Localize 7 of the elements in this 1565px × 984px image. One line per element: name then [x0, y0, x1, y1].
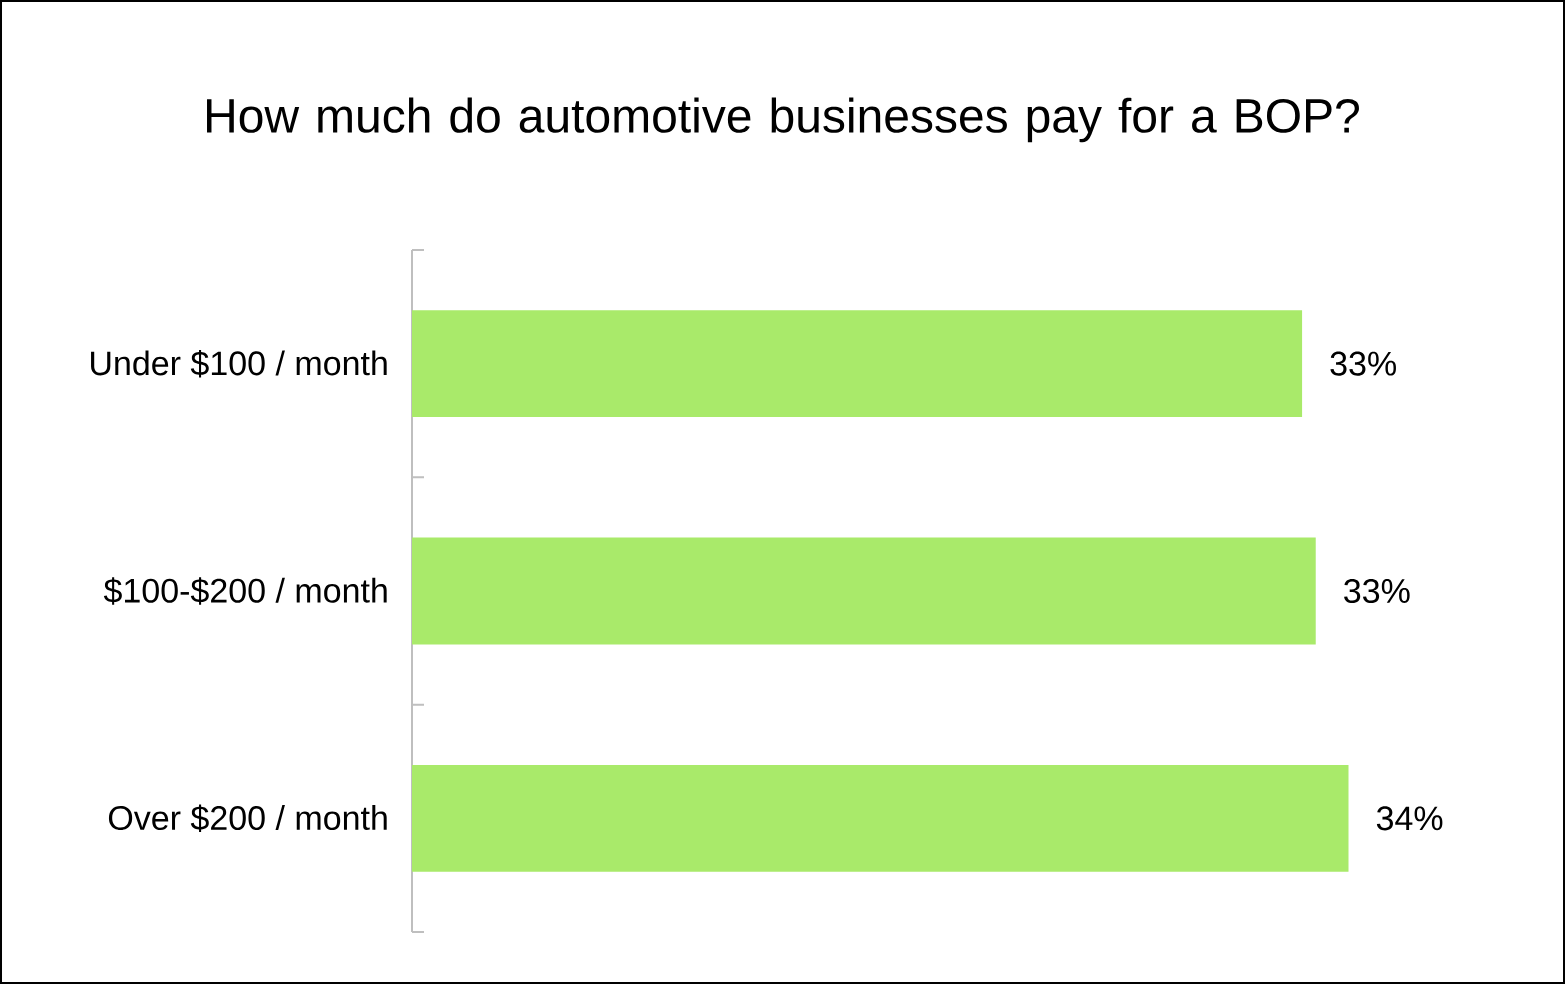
y-tick-label: Under $100 / month: [91, 349, 387, 378]
data-label: 34%: [1376, 806, 1443, 831]
data-label: 33%: [1344, 578, 1410, 604]
chart-title: How much do automotive businesses pay for a BOP?: [207, 97, 1359, 143]
y-tick-label: Over $200 / month: [108, 804, 387, 833]
y-tick-label: $100-$200 / month: [103, 577, 387, 605]
data-label: 33%: [1330, 351, 1396, 376]
